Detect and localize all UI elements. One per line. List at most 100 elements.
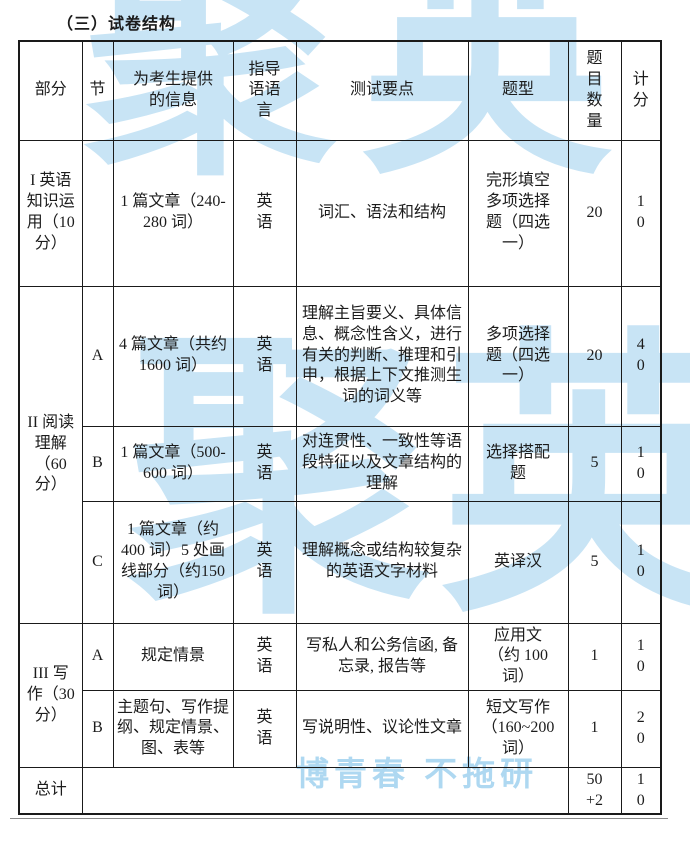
header-points: 测试要点 [295, 40, 469, 141]
part2b-lang: 英语 [256, 443, 273, 482]
part3a-points-cell: 写私人和公务信函, 备忘录, 报告等 [295, 622, 469, 691]
part1-lang: 英语 [256, 193, 273, 231]
part1-score: 10 [636, 193, 645, 231]
part2b-score-cell: 10 [620, 425, 662, 502]
part3a-count-cell: 1 [567, 622, 622, 691]
header-section-label: 节 [89, 81, 106, 99]
part2a-section: A [91, 346, 104, 364]
part2b-section-cell: B [81, 425, 114, 502]
part3b-qtype: 短文写作（160~200 词） [481, 698, 555, 758]
row-part1: I 英语知识运用（10分） 1 篇文章（240-280 词） 英语 词汇、语法和… [18, 139, 662, 287]
part3b-points: 写说明性、议论性文章 [301, 719, 462, 737]
part2a-info-cell: 4 篇文章（共约 1600 词） [112, 285, 234, 427]
part3b-lang: 英语 [256, 709, 273, 747]
part3a-info-cell: 规定情景 [112, 622, 234, 691]
part1-qtype: 完形填空多项选择题（四选一） [485, 172, 550, 252]
part2c-qtype: 英译汉 [493, 552, 542, 570]
total-label-cell: 总计 [18, 766, 83, 815]
part3b-section-cell: B [81, 689, 114, 768]
part2c-section: C [92, 552, 103, 570]
part2c-lang: 英语 [256, 542, 273, 580]
part2c-count-cell: 5 [567, 500, 622, 624]
part2c-score-cell: 10 [620, 500, 662, 624]
part2c-info: 1 篇文章（约 400 词）5 处画线部分（约150 词） [120, 521, 225, 601]
part2b-score: 10 [636, 443, 645, 482]
part3b-section: B [92, 719, 103, 737]
part1-points: 词汇、语法和结构 [317, 203, 446, 221]
part3a-count: 1 [590, 647, 599, 665]
part2c-info-cell: 1 篇文章（约 400 词）5 处画线部分（约150 词） [112, 500, 234, 624]
page-title: （三）试卷结构 [57, 16, 177, 33]
row-part2-c: C 1 篇文章（约 400 词）5 处画线部分（约150 词） 英语 理解概念或… [19, 500, 662, 624]
part2b-qtype-cell: 选择搭配题 [467, 425, 569, 502]
part2a-qtype-cell: 多项选择题（四选一） [467, 285, 569, 427]
part3b-score-cell: 20 [620, 689, 662, 768]
part3a-info: 规定情景 [140, 647, 205, 665]
row-part3-b: B 主题句、写作提纲、规定情景、图、表等 英语 写说明性、议论性文章 短文写作（… [19, 689, 662, 768]
part2a-points-cell: 理解主旨要义、具体信息、概念性含义，进行有关的判断、推理和引申，根据上下文推测生… [295, 285, 469, 427]
header-info-label: 为考生提供的信息 [132, 70, 213, 109]
part3b-points-cell: 写说明性、议论性文章 [295, 689, 469, 768]
row-total: 总计 50 +2 10 [18, 766, 662, 815]
table-bottom-double-rule [10, 818, 668, 819]
part3a-lang: 英语 [256, 636, 273, 675]
part1-qtype-cell: 完形填空多项选择题（四选一） [467, 139, 569, 287]
part3b-lang-cell: 英语 [232, 689, 297, 768]
part3b-qtype-cell: 短文写作（160~200 词） [467, 689, 569, 768]
part2a-section-cell: A [81, 285, 114, 427]
part2a-score-cell: 40 [620, 285, 662, 427]
part2c-score: 10 [636, 542, 645, 580]
part3a-score-cell: 10 [620, 622, 662, 691]
part2b-section: B [92, 454, 103, 472]
total-score: 10 [636, 770, 645, 809]
part3b-info-cell: 主题句、写作提纲、规定情景、图、表等 [112, 689, 234, 768]
part3b-info: 主题句、写作提纲、规定情景、图、表等 [116, 698, 229, 758]
part1-count-cell: 20 [567, 139, 622, 287]
part3-label: III 写作（30分） [26, 665, 75, 724]
part2a-points: 理解主旨要义、具体信息、概念性含义，进行有关的判断、推理和引申，根据上下文推测生… [301, 305, 462, 406]
total-count: 50 +2 [585, 770, 604, 809]
part3a-section: A [91, 647, 104, 665]
part3-label-cell: III 写作（30分） [18, 622, 83, 768]
part2a-qtype: 多项选择题（四选一） [485, 325, 550, 385]
part3a-qtype: 应用文（约 100 词） [487, 626, 548, 686]
part2-label-cell: II 阅读理解（60分） [18, 285, 83, 624]
part2c-qtype-cell: 英译汉 [467, 500, 569, 624]
header-lang: 指导语语言 [232, 40, 297, 141]
header-lang-label: 指导语语言 [248, 60, 281, 120]
part2a-count: 20 [586, 346, 603, 364]
header-score: 计分 [620, 40, 662, 141]
header-info: 为考生提供的信息 [112, 40, 234, 141]
header-points-label: 测试要点 [349, 81, 414, 99]
part2c-points-cell: 理解概念或结构较复杂的英语文字材料 [295, 500, 469, 624]
part2b-qtype: 选择搭配题 [485, 443, 550, 482]
header-count-label: 题目数量 [586, 50, 603, 130]
part2a-score: 40 [636, 336, 645, 374]
header-part: 部分 [18, 40, 83, 141]
header-score-label: 计分 [632, 70, 649, 109]
part2b-lang-cell: 英语 [232, 425, 297, 502]
part1-score-cell: 10 [620, 139, 662, 287]
part2a-info: 4 篇文章（共约 1600 词） [118, 336, 227, 374]
part2b-count: 5 [590, 454, 599, 472]
part2a-lang: 英语 [256, 336, 273, 374]
part3a-qtype-cell: 应用文（约 100 词） [467, 622, 569, 691]
part2b-info-cell: 1 篇文章（500-600 词） [112, 425, 234, 502]
header-section: 节 [81, 40, 114, 141]
part3a-lang-cell: 英语 [232, 622, 297, 691]
part1-count: 20 [586, 203, 603, 221]
part2c-lang-cell: 英语 [232, 500, 297, 624]
total-label: 总计 [34, 781, 67, 799]
part1-section-cell [81, 139, 114, 287]
header-part-label: 部分 [34, 81, 67, 99]
header-qtype: 题型 [467, 40, 569, 141]
part1-label-cell: I 英语知识运用（10分） [18, 139, 83, 287]
header-count: 题目数量 [567, 40, 622, 141]
part1-info-cell: 1 篇文章（240-280 词） [112, 139, 234, 287]
part1-lang-cell: 英语 [232, 139, 297, 287]
header-row: 部分 节 为考生提供的信息 指导语语言 测试要点 题型 题目数量 计分 [18, 40, 662, 141]
row-part2-a: II 阅读理解（60分） A 4 篇文章（共约 1600 词） 英语 理解主旨要… [18, 285, 662, 624]
total-merged-cell [81, 766, 569, 815]
part3b-score: 20 [636, 709, 645, 747]
part1-points-cell: 词汇、语法和结构 [295, 139, 469, 287]
